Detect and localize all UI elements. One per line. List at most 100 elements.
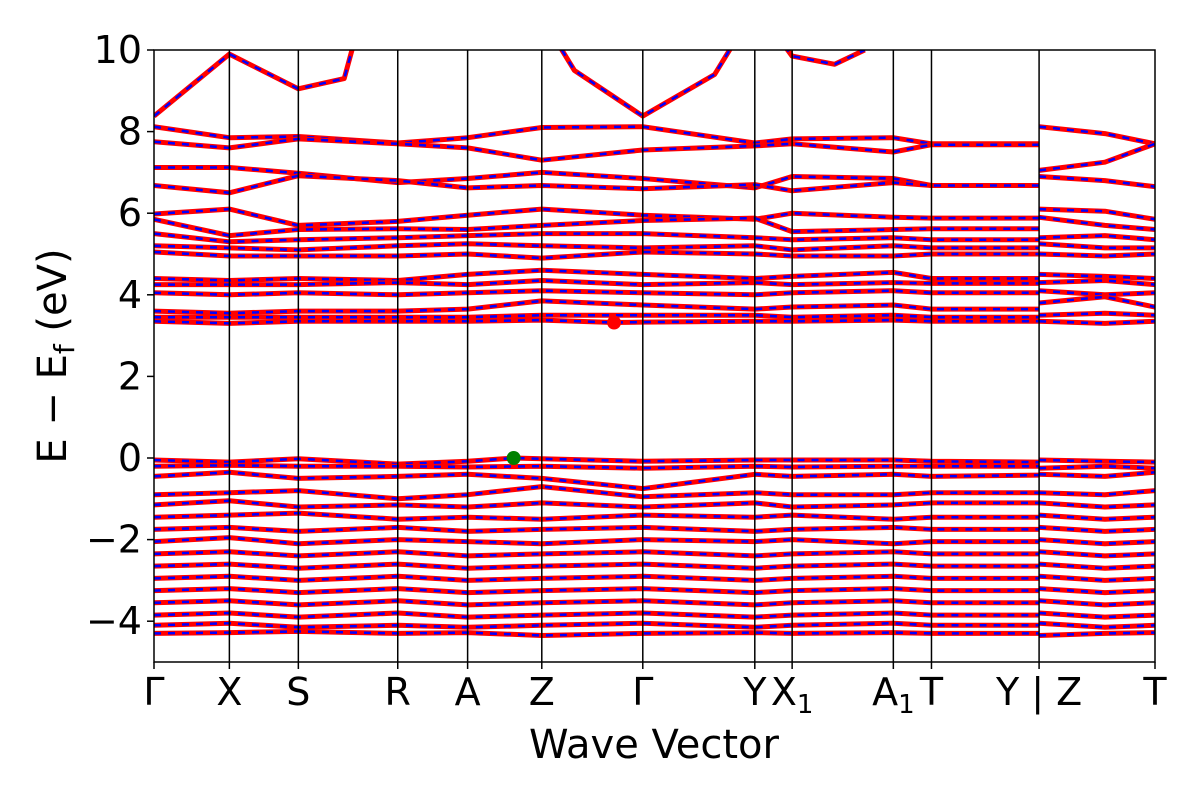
x-tick-label-text-0: Γ [143,670,164,714]
x-tick-label-text-5: Z [529,670,555,714]
band-spin-down-34 [154,464,1040,470]
band-spin-down-25 [1039,289,1155,297]
band-spin-up-14 [154,231,1040,245]
band-spin-up-46 [154,535,1040,547]
y-tick-label-4: 4 [118,273,142,317]
band-spin-down-1 [560,50,732,118]
x-tick-label-0: Γ [143,670,164,714]
y-tick-label-6: 8 [118,110,142,154]
band-spin-down-0 [154,50,354,118]
band-spin-down-52 [154,575,1040,582]
y-axis-label-sub: f [48,343,81,354]
band-spin-down-50 [154,562,1040,570]
band-spin-down-35 [1039,464,1155,470]
extrema-markers [506,315,622,465]
band-spin-down-16 [154,242,1040,252]
x-tick-label-10: T [919,670,944,714]
band-spin-up-40 [154,498,1040,510]
band-spin-up-8 [154,173,1040,196]
band-spin-down-37 [1039,471,1155,478]
x-tick-label-9: A1 [872,670,915,720]
band-spin-down-41 [1039,501,1155,509]
band-spin-down-22 [154,279,1040,286]
band-spin-down-3 [154,125,1040,146]
y-tick-label-5: 6 [118,191,142,235]
band-spin-down-39 [1039,489,1155,496]
band-spin-down-26 [154,299,1040,315]
band-spin-down-14 [154,232,1040,244]
band-spin-down-29 [1039,311,1155,317]
x-tick-label-text-4: A [455,670,481,714]
band-spin-down-28 [154,313,1040,319]
x-tick-label-12: T [1142,670,1167,714]
band-spin-up-7 [1038,141,1155,173]
band-spin-down-15 [1039,234,1155,241]
band-spin-down-24 [154,289,1040,297]
band-spin-down-12 [154,216,1040,237]
band-spin-down-53 [1039,575,1155,582]
band-spin-down-2 [786,50,866,66]
cbm-marker [607,315,622,330]
band-spin-down-18 [154,250,1040,260]
band-spin-down-23 [1039,279,1155,286]
x-tick-label-text-2: S [286,670,310,714]
band-spin-down-46 [154,536,1040,545]
band-spin-down-42 [154,511,1040,521]
band-spin-up-10 [154,206,1040,228]
band-spin-down-56 [154,599,1040,607]
x-tick-label-text-1: X [216,670,242,714]
band-spin-down-45 [1039,526,1155,533]
y-tick-label-2: 0 [118,436,142,480]
x-tick-label-7: Y [742,670,767,714]
band-spin-down-49 [1039,550,1155,558]
x-tick-label-text-12: T [1142,670,1167,714]
band-spin-up-38 [154,484,1040,502]
y-tick-label-7: 10 [94,28,142,72]
x-tick-label-2: S [286,670,310,714]
band-spin-down-33 [1039,458,1155,464]
x-tick-label-text-11: Y | Z [995,670,1082,715]
band-spin-down-61 [1039,621,1155,629]
vbm-marker [506,451,521,465]
band-spin-down-4 [1038,125,1155,146]
x-tick-label-5: Z [529,670,555,714]
x-tick-label-text-3: R [385,670,411,714]
band-spin-down-60 [154,621,1040,629]
y-tick-label-1: −2 [86,518,142,562]
band-spin-down-17 [1039,242,1155,250]
band-spin-down-19 [1039,252,1155,258]
band-spin-down-21 [1039,273,1155,280]
x-tick-label-text-7: Y [742,670,767,714]
y-tick-label-0: −4 [86,599,142,643]
band-spin-down-63 [1039,631,1155,637]
band-spin-down-7 [1038,142,1155,172]
band-spin-down-31 [1039,320,1155,325]
k-point-lines [228,50,1040,662]
band-spin-down-13 [1038,216,1155,231]
x-tick-label-text-10: T [919,670,944,714]
band-spin-down-11 [1039,207,1155,221]
band-spin-up-36 [154,469,1040,492]
band-spin-down-9 [1039,175,1155,188]
band-spin-down-59 [1039,611,1155,619]
band-spin-down-27 [1038,295,1155,309]
band-spin-down-38 [154,485,1040,501]
x-tick-label-sub-9: 1 [898,690,915,720]
band-spin-down-55 [1039,587,1155,594]
x-tick-label-1: X [216,670,242,714]
band-spin-down-47 [1039,538,1155,545]
band-spin-down-44 [154,526,1040,533]
x-tick-label-4: A [455,670,481,714]
y-axis-ticks: −4 −2 0 2 4 6 8 10 [86,28,154,643]
x-tick-label-sub-8: 1 [797,690,814,720]
x-tick-label-text-9: A [872,670,898,714]
band-spin-down-58 [154,611,1040,619]
x-tick-label-8: X1 [771,670,814,720]
y-axis-label-main: E − E [30,354,76,464]
x-tick-label-text-6: Γ [632,670,653,714]
plot-frame [153,49,1156,663]
band-spin-down-57 [1039,599,1155,607]
band-spin-down-48 [154,550,1040,558]
